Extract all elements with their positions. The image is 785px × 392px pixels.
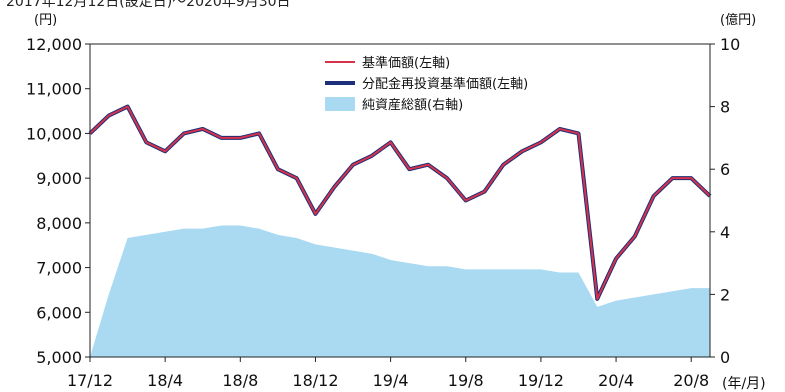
x-axis-unit: (年/月) — [722, 376, 766, 392]
right-tick-label: 10 — [720, 35, 740, 54]
legend-label-reinvest: 分配金再投資基準価額(左軸) — [362, 76, 528, 92]
left-tick-label: 9,000 — [36, 169, 82, 188]
left-tick-label: 5,000 — [36, 348, 82, 367]
legend-swatch-total-assets — [325, 97, 355, 111]
x-tick-label: 18/4 — [147, 371, 183, 390]
right-tick-label: 0 — [720, 348, 730, 367]
area-layer — [90, 225, 710, 357]
right-axis-unit: (億円) — [720, 12, 756, 28]
left-tick-label: 6,000 — [36, 303, 82, 322]
nav-line — [89, 105, 711, 300]
right-tick-label: 8 — [720, 98, 730, 117]
legend-label-nav: 基準価額(左軸) — [362, 55, 450, 71]
left-tick-label: 7,000 — [36, 259, 82, 278]
left-tick-label: 12,000 — [26, 35, 82, 54]
x-tick-label: 20/4 — [598, 371, 634, 390]
legend: 基準価額(左軸) 分配金再投資基準価額(左軸) 純資産総額(右軸) — [325, 55, 528, 113]
x-tick-label: 20/8 — [673, 371, 709, 390]
period-subtitle: 2017年12月12日(設定日)～2020年9月30日 — [6, 0, 291, 10]
right-tick-label: 4 — [720, 223, 730, 242]
right-tick-label: 6 — [720, 160, 730, 179]
x-tick-label: 17/12 — [67, 371, 113, 390]
x-tick-label: 18/12 — [292, 371, 338, 390]
x-tick-label: 19/8 — [448, 371, 484, 390]
left-axis-unit: (円) — [34, 13, 57, 28]
left-tick-label: 11,000 — [26, 80, 82, 99]
left-tick-label: 8,000 — [36, 214, 82, 233]
left-tick-label: 10,000 — [26, 124, 82, 143]
x-tick-label: 18/8 — [222, 371, 258, 390]
plot-frame — [89, 43, 711, 358]
legend-label-total-assets: 純資産総額(右軸) — [362, 97, 463, 113]
axis-layer: 12,000 11,000 10,000 9,000 8,000 7,000 6,000 5,… — [26, 35, 740, 390]
line-layer — [88, 104, 712, 301]
right-tick-label: 2 — [720, 285, 730, 304]
x-tick-label: 19/12 — [518, 371, 564, 390]
total-assets-area — [90, 225, 710, 357]
x-tick-label: 19/4 — [373, 371, 409, 390]
